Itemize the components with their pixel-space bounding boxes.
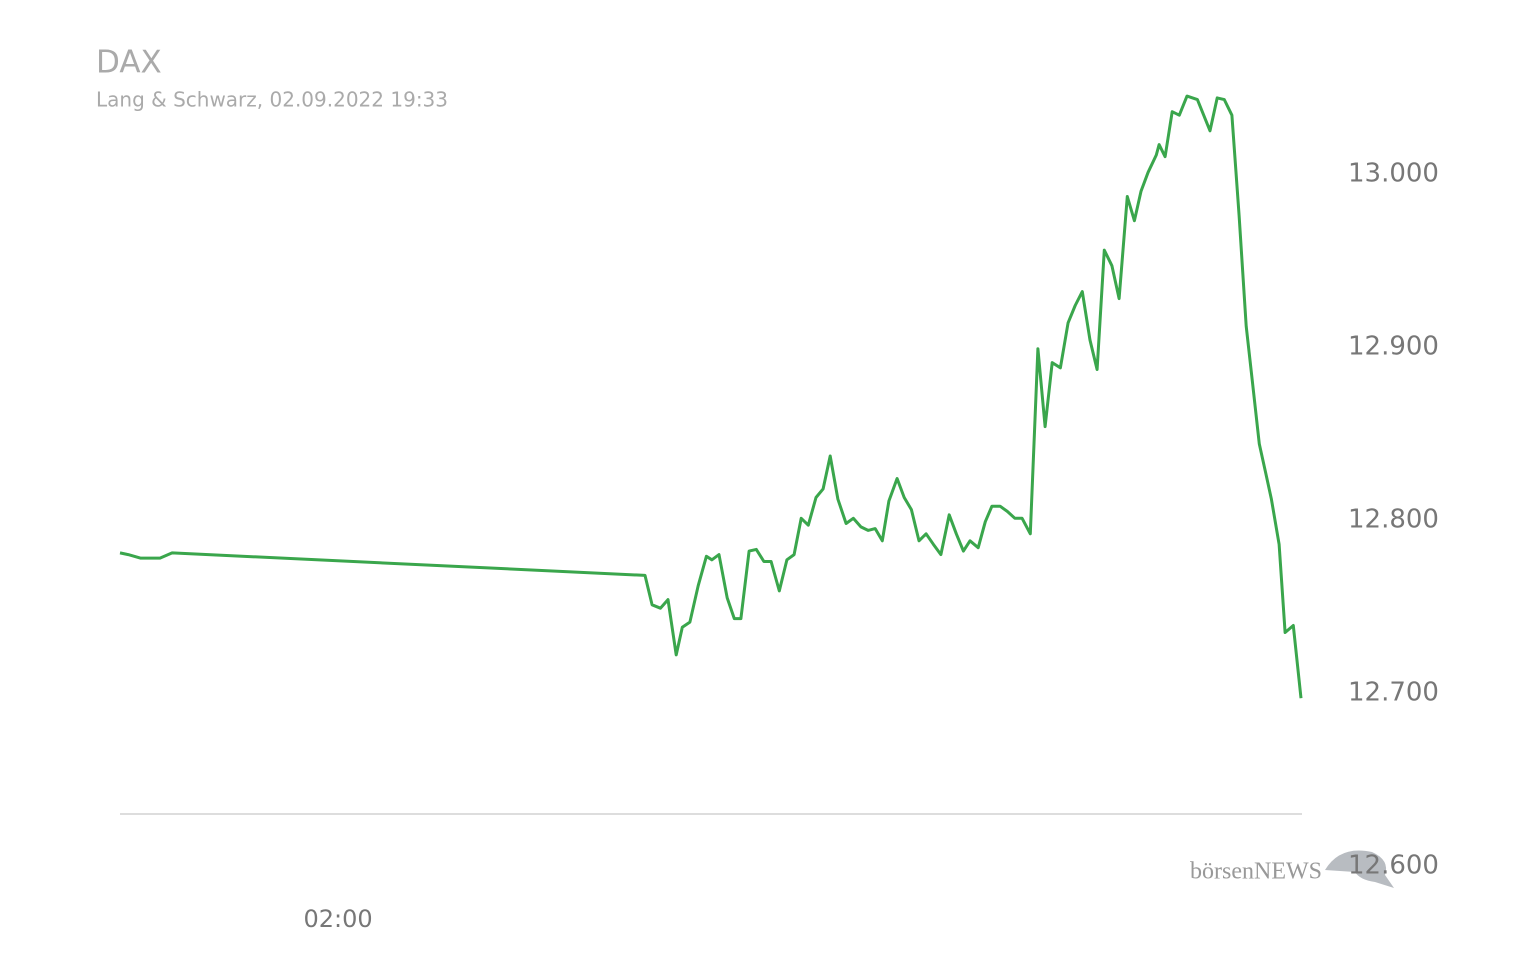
chart-subtitle: Lang & Schwarz, 02.09.2022 19:33 [96,88,448,112]
x-tick-label: 02:00 [304,905,373,933]
logo-bull [1325,850,1394,888]
y-tick-label: 12.800 [1348,505,1439,535]
y-tick-label: 12.900 [1348,332,1439,362]
y-tick-label: 13.000 [1348,159,1439,189]
y-tick-label: 12.600 [1348,851,1439,881]
price-line [119,94,1303,699]
y-tick-label: 12.700 [1348,678,1439,708]
chart-title: DAX [96,45,162,81]
logo-text: börsenNEWS [1190,859,1322,885]
